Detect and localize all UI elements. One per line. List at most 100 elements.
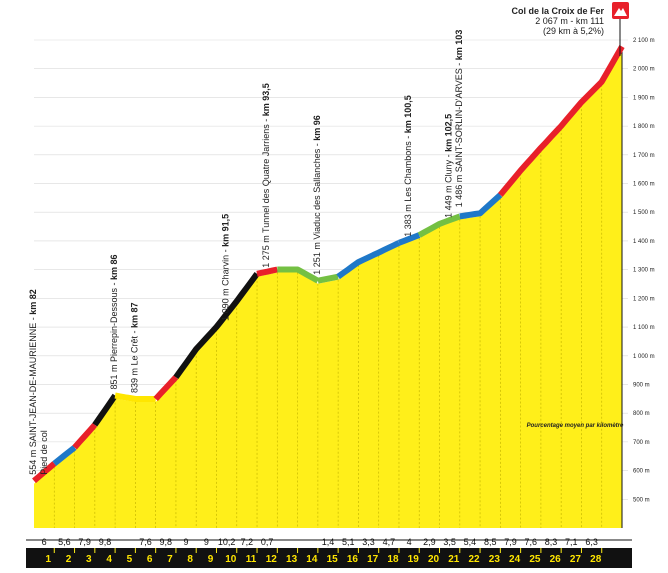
gradient-label: 0,7 (261, 537, 274, 547)
altitude-tick-label: 500 m (633, 497, 650, 503)
altitude-tick-label: 900 m (633, 382, 650, 388)
altitude-tick-label: 1 900 m (633, 95, 655, 101)
km-label: 22 (469, 554, 481, 565)
km-label: 8 (187, 554, 193, 565)
gradient-label: 9,8 (160, 537, 173, 547)
altitude-tick-label: 600 m (633, 469, 650, 475)
summit-flag-icon (612, 2, 629, 56)
altitude-tick-label: 1 300 m (633, 268, 655, 274)
gradient-label: 9 (204, 537, 209, 547)
road-segment (397, 232, 421, 246)
km-label: 28 (590, 554, 602, 565)
gradient-labels: 6 5,6 7,9 9,8 7,6 9,8 9 9 10,2 7,2 0,7 1,4 5,1 3,3 4,7… (42, 537, 598, 547)
km-label: 7 (167, 554, 173, 565)
km-label: 10 (225, 554, 237, 565)
road-segment (277, 266, 320, 284)
gradient-label: 6 (42, 537, 47, 547)
km-label: 26 (550, 554, 562, 565)
km-label: 20 (428, 554, 440, 565)
gradient-label: 7,9 (78, 537, 91, 547)
waypoint-label: 1 090 m Charvin - km 91,5 (221, 214, 231, 321)
road-segment (497, 44, 625, 197)
gradient-label: 7,2 (241, 537, 254, 547)
gradient-label: 9 (184, 537, 189, 547)
waypoint-label: 1 251 m Viaduc des Sallanches - km 96 (312, 115, 322, 274)
gradient-label: 7,6 (139, 537, 152, 547)
gradient-label: 10,2 (218, 537, 236, 547)
km-label: 25 (529, 554, 541, 565)
km-label: 14 (306, 554, 318, 565)
summit-block: Col de la Croix de Fer 2 067 m - km 111 … (511, 2, 629, 56)
road-segment (417, 213, 461, 238)
waypoint-label: 1 383 m Les Chambons - km 100,5 (403, 95, 413, 237)
gradient-label: 3,5 (443, 537, 456, 547)
altitude-tick-label: 2 100 m (633, 38, 655, 44)
waypoint-label: 839 m Le Crêt - km 87 (129, 302, 139, 393)
altitude-tick-label: 700 m (633, 440, 650, 446)
km-label: 4 (106, 554, 112, 565)
gradient-label: 8,3 (545, 537, 558, 547)
road-segment (32, 461, 57, 484)
summit-altitude-km: 2 067 m - km 111 (535, 16, 604, 26)
gradient-label: 5,4 (464, 537, 477, 547)
km-label: 15 (327, 554, 339, 565)
profile-area (34, 49, 623, 528)
road-segment (72, 422, 98, 450)
road-segment (92, 393, 118, 427)
gradient-label: 2,9 (423, 537, 436, 547)
altitude-tick-label: 1 600 m (633, 182, 655, 188)
km-label: 21 (448, 554, 460, 565)
gradient-label: 7,1 (565, 537, 578, 547)
road-segment (173, 272, 260, 379)
altitude-tick-label: 1 500 m (633, 210, 655, 216)
road-segment (317, 273, 339, 284)
gradient-label: 8,5 (484, 537, 497, 547)
summit-climb-stats: (29 km à 5,2%) (543, 26, 604, 36)
altitude-axis: 500 m 600 m 700 m 800 m 900 m 1 000 m 1 100 m 1… (633, 38, 655, 503)
road-segment (256, 266, 278, 277)
km-label: 5 (127, 554, 133, 565)
gradient-label: 6,3 (585, 537, 598, 547)
km-label: 9 (208, 554, 214, 565)
summit-name: Col de la Croix de Fer (511, 6, 604, 16)
altitude-tick-label: 1 100 m (633, 325, 655, 331)
km-label: 18 (387, 554, 399, 565)
gradient-label: 7,9 (504, 537, 517, 547)
km-axis-band: 1 2 3 4 5 6 7 8 9 10 11 12 13 14 15 16 17 18 19 20 21 22 23 24 2… (26, 539, 632, 568)
road-segment (114, 392, 156, 402)
profile-fill (34, 49, 622, 528)
km-label: 13 (286, 554, 298, 565)
km-label: 19 (408, 554, 420, 565)
waypoint-label: 554 m SAINT-JEAN-DE-MAURIENNE - km 82 (28, 289, 38, 475)
km-label: 24 (509, 554, 521, 565)
km-label: 23 (489, 554, 501, 565)
km-label: 12 (266, 554, 278, 565)
road-segment (52, 445, 77, 466)
road-segment (459, 192, 503, 220)
km-label: 27 (570, 554, 582, 565)
km-label: 11 (246, 554, 257, 565)
waypoint-label: 851 m Pierrepin-Dessous - km 86 (109, 254, 119, 389)
altitude-tick-label: 1 400 m (633, 239, 655, 245)
altitude-tick-label: 1 700 m (633, 153, 655, 159)
road-segment (336, 240, 401, 280)
gradient-note: Pourcentage moyen par kilomètre (527, 423, 624, 429)
gradient-label: 3,3 (362, 537, 375, 547)
road-segment (153, 375, 179, 402)
road-line (32, 44, 625, 484)
km-label: 17 (367, 554, 379, 565)
waypoint-label: 1 275 m Tunnel des Quatre Jarriens - km … (261, 83, 271, 268)
waypoint-sublabel: Pied de col (39, 430, 49, 475)
gradient-label: 5,6 (58, 537, 71, 547)
gradient-label: 4,7 (383, 537, 396, 547)
km-label: 6 (147, 554, 153, 565)
gradient-label: 5,1 (342, 537, 355, 547)
altitude-tick-label: 1 800 m (633, 124, 655, 130)
gradient-label: 7,6 (525, 537, 538, 547)
waypoint-label: 1 486 m SAINT-SORLIN-D'ARVES - km 103 (454, 30, 464, 208)
km-label: 16 (347, 554, 359, 565)
gradient-label: 4 (407, 537, 412, 547)
altitude-tick-label: 2 000 m (633, 67, 655, 73)
km-label: 1 (45, 554, 51, 565)
